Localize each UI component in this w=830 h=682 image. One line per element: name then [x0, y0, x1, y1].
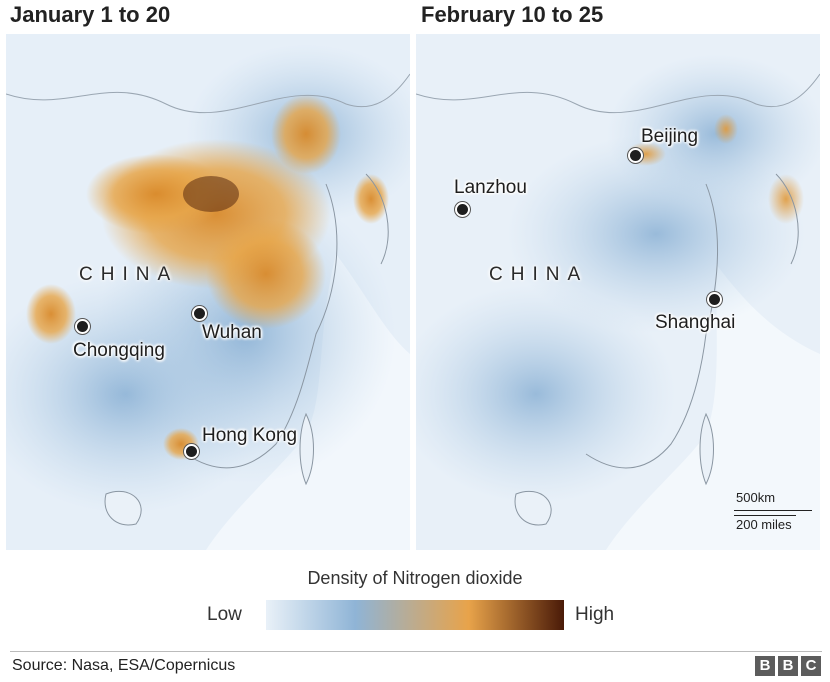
city-label-shanghai: Shanghai	[655, 312, 736, 333]
scale-bar: 500km 200 miles	[734, 490, 814, 532]
city-label-beijing: Beijing	[641, 126, 699, 147]
city-marker-lanzhou	[455, 202, 470, 217]
city-marker-wuhan	[192, 306, 207, 321]
bbc-logo: B B C	[755, 656, 821, 676]
city-label-lanzhou: Lanzhou	[454, 177, 527, 198]
city-marker-beijing	[628, 148, 643, 163]
city-marker-chongqing	[75, 319, 90, 334]
bbc-logo-letter: B	[755, 656, 775, 676]
bbc-logo-letter: B	[778, 656, 798, 676]
city-label-hong-kong: Hong Kong	[202, 425, 298, 446]
source-credit: Source: Nasa, ESA/Copernicus	[12, 657, 236, 674]
scale-miles-label: 200 miles	[736, 517, 792, 532]
legend-high-label: High	[575, 604, 615, 625]
country-label-left: CHINA	[79, 264, 179, 285]
map-january	[6, 34, 410, 550]
legend-color-bar	[266, 600, 564, 630]
legend-low-label: Low	[207, 604, 242, 625]
legend-title: Density of Nitrogen dioxide	[307, 568, 523, 588]
scale-km-label: 500km	[736, 490, 776, 505]
panel-title-january: January 1 to 20	[10, 2, 171, 27]
map-january-image	[6, 34, 410, 550]
scale-km-line	[734, 510, 812, 511]
panel-title-february: February 10 to 25	[421, 2, 604, 27]
map-february-image	[416, 34, 820, 550]
city-label-wuhan: Wuhan	[202, 322, 262, 343]
scale-miles-line	[734, 515, 796, 516]
city-marker-hong-kong	[184, 444, 199, 459]
map-february	[416, 34, 820, 550]
city-marker-shanghai	[707, 292, 722, 307]
country-label-right: CHINA	[489, 264, 589, 285]
footer-divider	[10, 651, 822, 652]
bbc-logo-letter: C	[801, 656, 821, 676]
city-label-chongqing: Chongqing	[73, 340, 165, 361]
